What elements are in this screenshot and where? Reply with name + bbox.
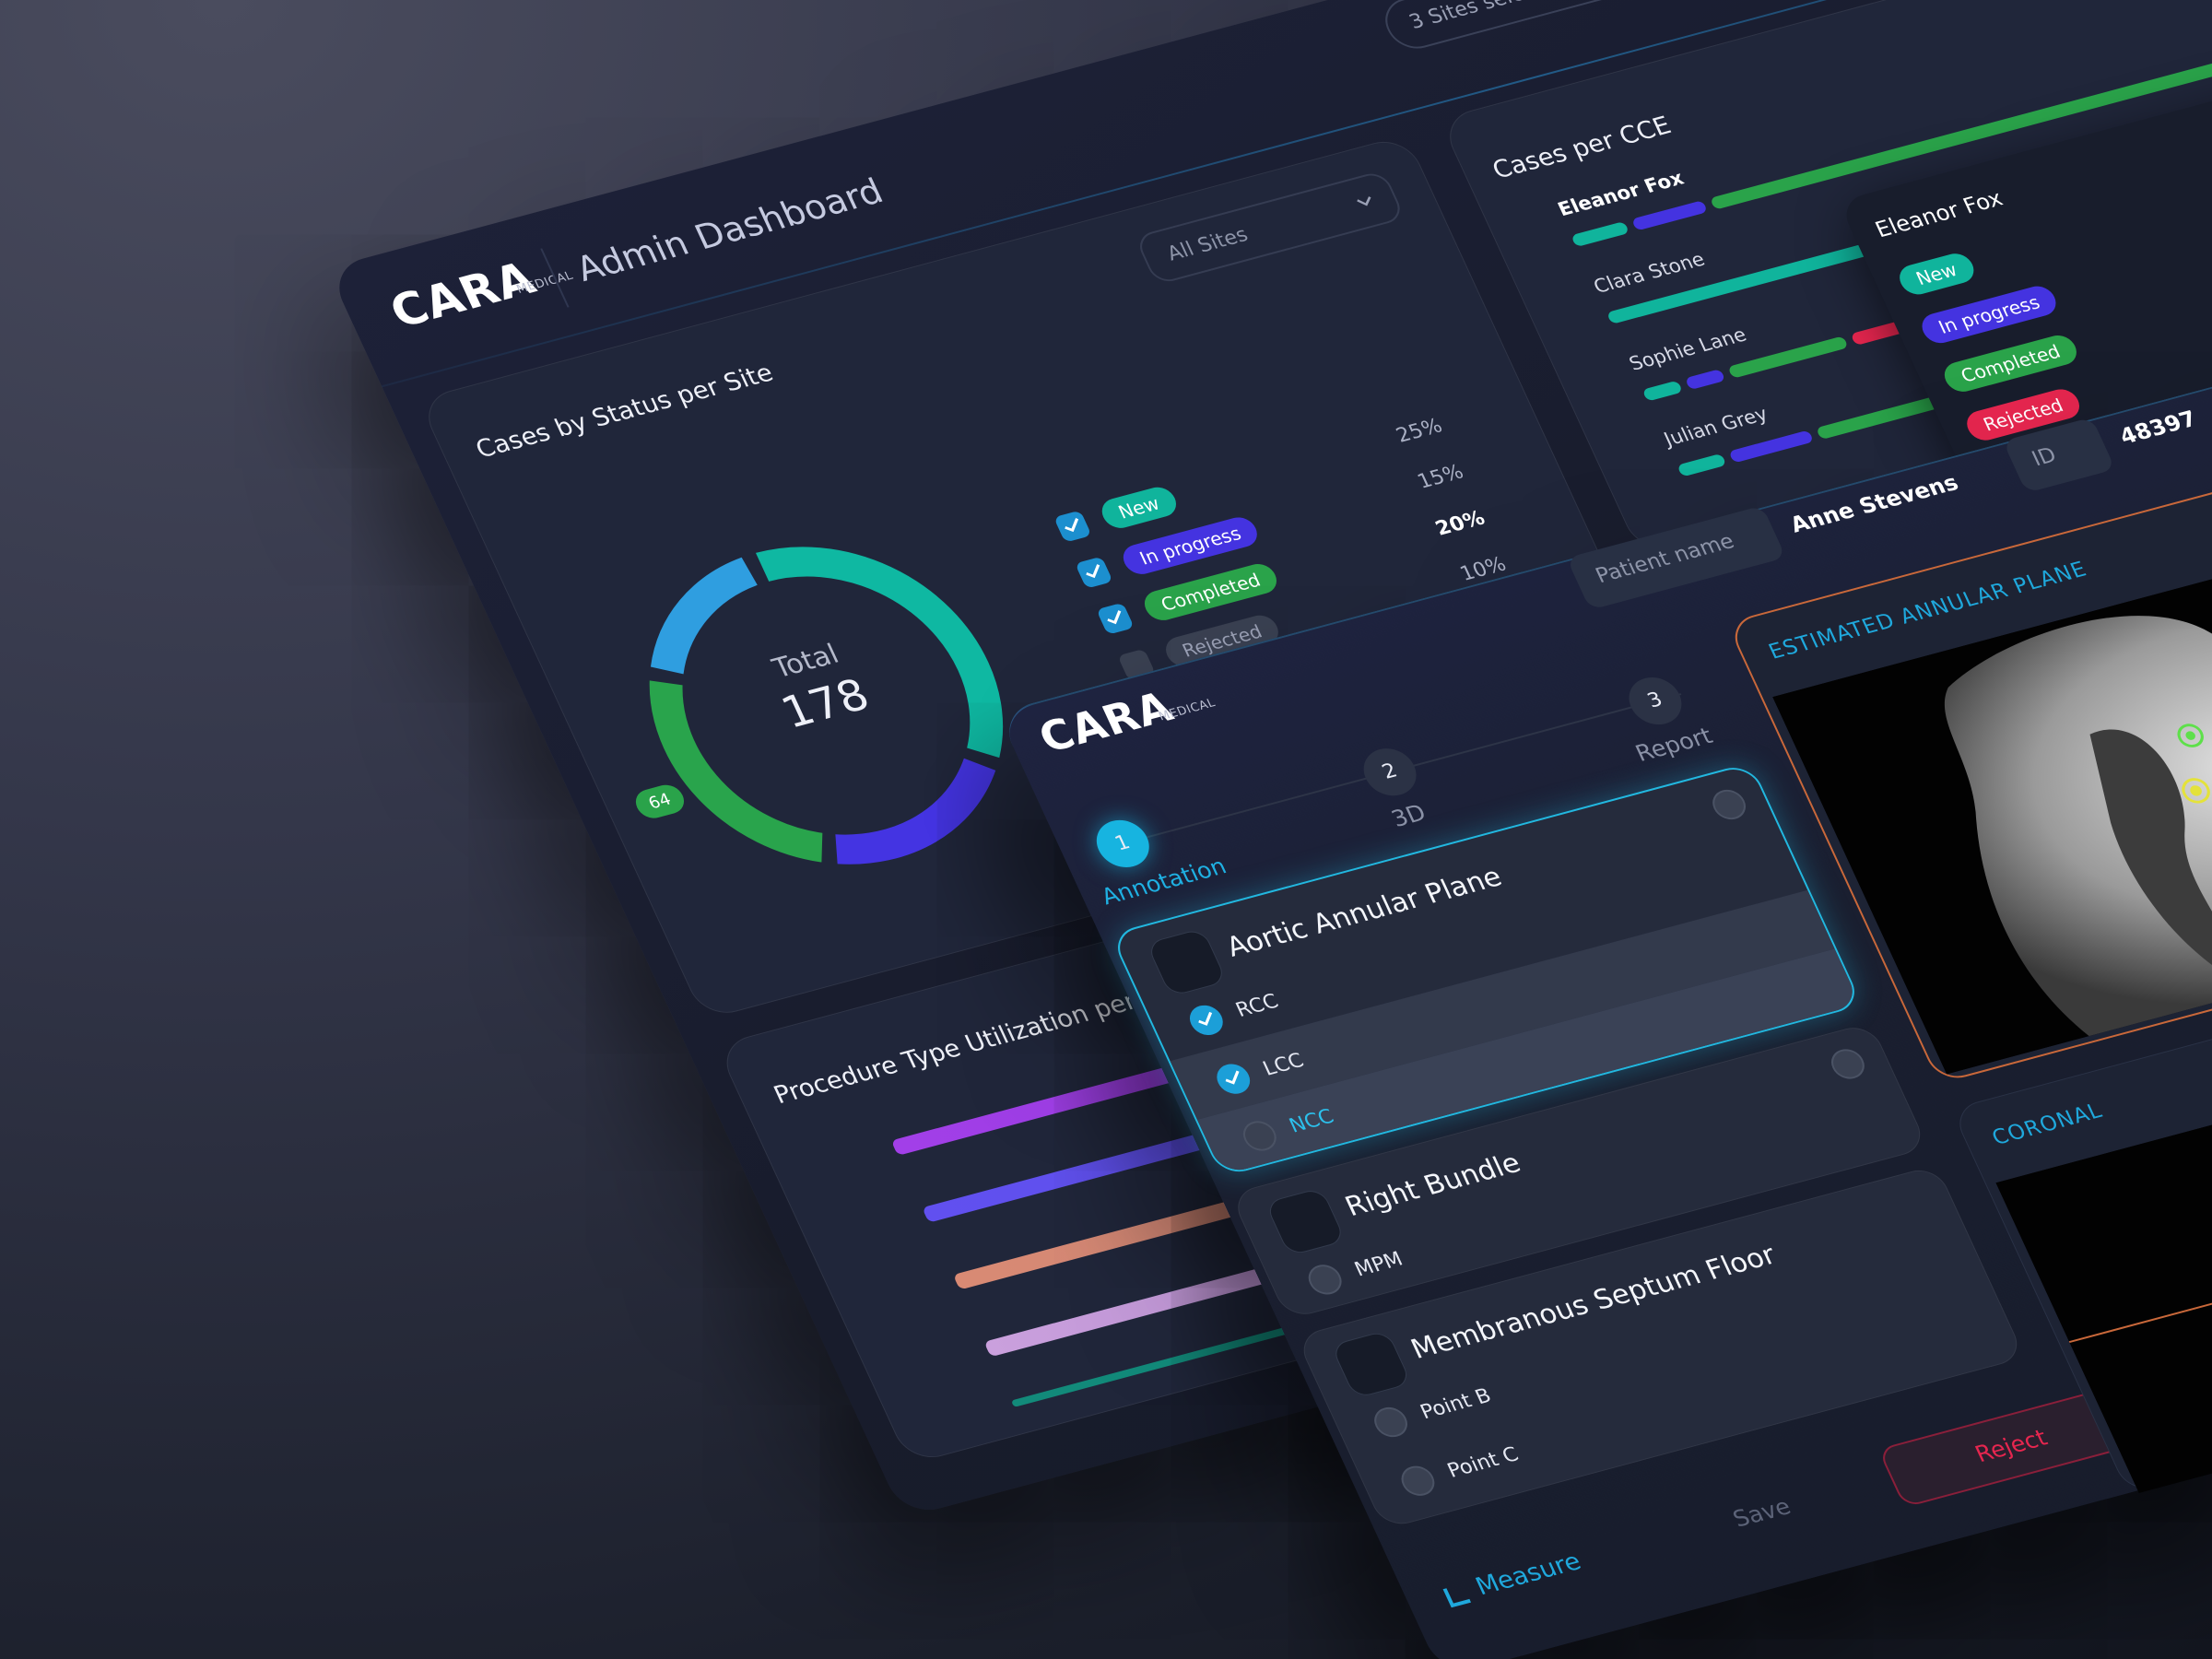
admin-dashboard: CARA MEDICAL Admin Dashboard 3 Sites sel… xyxy=(327,0,2212,1518)
checkbox[interactable] xyxy=(1184,1002,1229,1039)
step-label[interactable]: Report xyxy=(1630,722,1717,767)
step-number[interactable]: 2 xyxy=(1355,743,1425,802)
view-panel: ESTIMATED ANNULAR PLANE xyxy=(1725,400,2212,1084)
bar xyxy=(1684,369,1726,391)
section-icon xyxy=(1146,927,1228,997)
checkbox[interactable] xyxy=(1395,1462,1441,1500)
view-panel: CORONAL xyxy=(1950,887,2212,1495)
checkbox[interactable] xyxy=(1303,1261,1347,1299)
status-pill: In progress xyxy=(1916,282,2062,347)
status-pill: New xyxy=(1894,250,1979,299)
card-title: Cases by Status per Site xyxy=(471,359,778,465)
save-button[interactable]: Save xyxy=(1728,1493,1795,1533)
bar xyxy=(1677,453,1727,477)
donut-segment xyxy=(649,547,1004,865)
status-pill: Completed xyxy=(1939,332,2082,395)
chevron xyxy=(1357,196,1371,206)
item-label: Point B xyxy=(1417,1384,1496,1424)
step-number[interactable]: 1 xyxy=(1088,814,1158,873)
percent: 20% xyxy=(1431,507,1489,541)
site-filter-label: All Sites xyxy=(1163,223,1253,266)
item-label: RCC xyxy=(1232,990,1283,1022)
bar xyxy=(1630,200,1709,231)
site-filter[interactable]: All Sites xyxy=(1134,170,1406,286)
item-label: MPM xyxy=(1351,1248,1406,1282)
section-icon xyxy=(1264,1187,1347,1256)
card-title: Cases per CCE xyxy=(1488,112,1676,185)
ct-image xyxy=(1772,479,2212,1075)
section-title: Right Bundle xyxy=(1340,1147,1526,1223)
legend-pill: Completed xyxy=(1139,560,1282,624)
section-radio[interactable] xyxy=(1707,786,1751,823)
tooltip-name: Eleanor Fox xyxy=(1871,185,2007,243)
ct-image xyxy=(1995,965,2212,1493)
item-label: Point C xyxy=(1443,1442,1523,1483)
status-card: Cases by Status per Site All Sites Total… xyxy=(418,134,1693,1020)
bar xyxy=(1641,380,1684,402)
ruler-icon xyxy=(1442,1588,1472,1608)
annotation-panel: CARA MEDICAL Patient name Anne Stevens I… xyxy=(997,306,2212,1659)
checkbox[interactable] xyxy=(1053,510,1092,543)
checkbox[interactable] xyxy=(1075,556,1113,589)
section-icon xyxy=(1330,1329,1413,1399)
percent: 15% xyxy=(1414,461,1468,494)
percent: 25% xyxy=(1393,414,1446,448)
view-label: CORONAL xyxy=(1988,1099,2107,1150)
checkbox[interactable] xyxy=(1369,1404,1413,1441)
bar xyxy=(1571,220,1630,248)
step-number[interactable]: 3 xyxy=(1620,671,1690,731)
checkbox[interactable] xyxy=(1096,602,1135,635)
step-label[interactable]: 3D xyxy=(1387,799,1430,832)
section-card[interactable]: Aortic Annular Plane RCC LCC NCC xyxy=(1109,761,1864,1178)
section-title: Aortic Annular Plane xyxy=(1221,861,1508,964)
bar xyxy=(1728,429,1815,464)
measure-button[interactable]: Measure xyxy=(1471,1547,1586,1602)
site-selector[interactable]: 3 Sites selected xyxy=(1376,0,1685,54)
legend-pill: New xyxy=(1097,484,1182,532)
patient-id: 48397 xyxy=(2115,406,2201,450)
donut xyxy=(649,547,1004,865)
cce-name: Julian Grey xyxy=(1660,403,1771,451)
donut-segment xyxy=(649,547,1004,865)
page-title: Admin Dashboard xyxy=(570,171,889,289)
checkbox[interactable] xyxy=(1211,1060,1255,1098)
section-radio[interactable] xyxy=(1826,1045,1870,1083)
